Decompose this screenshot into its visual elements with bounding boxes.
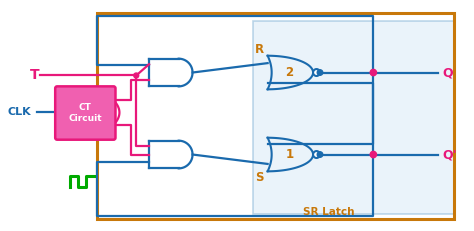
Circle shape	[313, 151, 320, 158]
Circle shape	[134, 73, 139, 78]
Text: CT
Circuit: CT Circuit	[69, 103, 102, 123]
FancyBboxPatch shape	[55, 86, 116, 140]
Bar	[253, 21, 455, 214]
Text: SR Latch: SR Latch	[303, 207, 355, 217]
Bar	[97, 13, 455, 219]
Text: CLK: CLK	[8, 107, 31, 117]
Text: T: T	[29, 68, 39, 82]
Text: R: R	[255, 43, 264, 56]
Circle shape	[313, 69, 320, 76]
Text: 2: 2	[285, 66, 293, 79]
Text: S: S	[255, 171, 263, 184]
Circle shape	[317, 70, 323, 75]
Text: 1: 1	[285, 148, 293, 161]
Text: Q: Q	[443, 66, 453, 79]
Circle shape	[370, 69, 376, 76]
Circle shape	[317, 152, 323, 157]
Text: Q': Q'	[443, 148, 457, 161]
Circle shape	[370, 151, 376, 158]
